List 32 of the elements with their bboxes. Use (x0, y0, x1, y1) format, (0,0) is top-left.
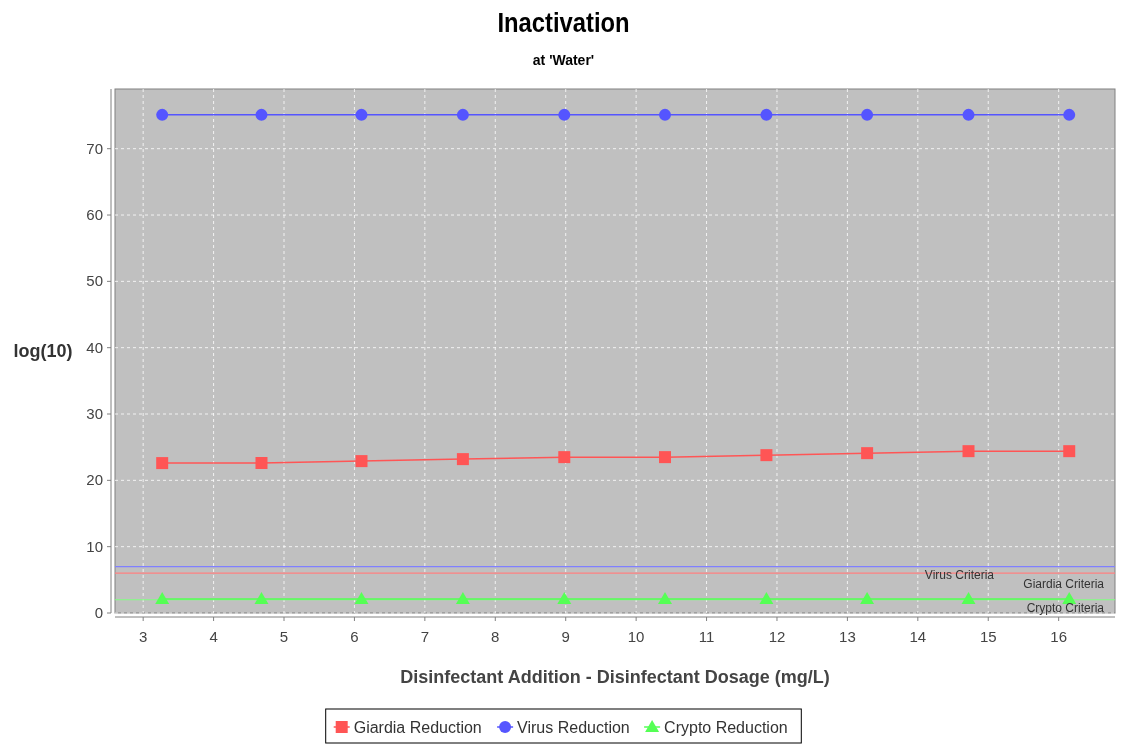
x-tick-label: 9 (561, 628, 570, 645)
y-tick-label: 50 (86, 272, 103, 290)
x-tick-label: 3 (139, 628, 148, 645)
x-tick-label: 12 (768, 628, 786, 645)
y-axis-title: log(10) (13, 341, 73, 361)
x-tick-label: 16 (1050, 628, 1068, 645)
legend-label: Giardia Reduction (353, 719, 482, 736)
y-tick-label: 40 (86, 338, 103, 356)
x-tick-label: 15 (979, 628, 997, 645)
x-axis-title: Disinfectant Addition - Disinfectant Dosage (mg/L) (400, 667, 830, 687)
x-tick-label: 6 (350, 628, 359, 645)
ref-line-label: Giardia Criteria (1023, 577, 1105, 592)
y-tick-label: 10 (86, 537, 103, 555)
x-tick-label: 13 (839, 628, 856, 645)
x-tick-label: 8 (491, 628, 500, 645)
legend-label: Crypto Reduction (664, 719, 788, 736)
legend-label: Virus Reduction (517, 719, 630, 736)
chart-title: Inactivation (497, 6, 630, 39)
y-tick-label: 20 (86, 471, 103, 489)
x-tick-label: 4 (209, 628, 218, 645)
x-tick-label: 10 (627, 628, 645, 645)
x-tick-label: 14 (909, 628, 927, 645)
y-tick-label: 60 (86, 206, 103, 224)
ref-line-label: Virus Criteria (924, 567, 995, 582)
y-tick-label: 30 (86, 405, 103, 423)
ref-line-label: Crypto Criteria (1026, 600, 1105, 615)
x-tick-label: 5 (279, 628, 289, 645)
x-tick-label: 11 (698, 628, 715, 645)
y-tick-label: 0 (94, 604, 103, 621)
x-tick-label: 7 (420, 628, 430, 645)
chart-subtitle: at 'Water' (532, 52, 595, 68)
y-tick-label: 70 (86, 139, 103, 157)
